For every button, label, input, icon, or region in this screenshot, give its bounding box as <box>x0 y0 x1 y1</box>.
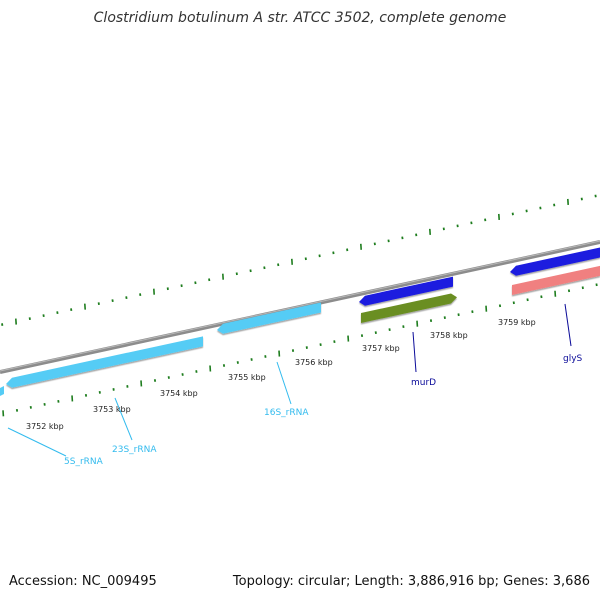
gene-label-glys: glyS <box>563 354 583 364</box>
rrna-5s-23s-feature <box>6 336 203 388</box>
murD-feature <box>359 276 453 306</box>
glyS-feature <box>512 265 600 295</box>
unlabeled-blue-gene-feature <box>510 247 600 276</box>
tick-label: 3756 kbp <box>295 358 333 367</box>
callout-line <box>7 427 67 457</box>
callout-line <box>276 361 292 405</box>
gene-label-5s_rrna: 5S_rRNA <box>64 457 104 467</box>
partial-feature-edge <box>0 386 4 396</box>
gene-label-16s_rrna: 16S_rRNA <box>264 408 309 418</box>
unlabeled-green-gene-feature <box>361 293 457 323</box>
callout-line <box>564 303 572 347</box>
rrna-16s-feature <box>217 302 321 334</box>
map-title: Clostridium botulinum A str. ATCC 3502, … <box>93 10 507 26</box>
gene-labels: 5S_rRNA 23S_rRNA 16S_rRNA murD glyS <box>64 354 583 467</box>
callout-line <box>412 331 417 373</box>
gene-label-murd: murD <box>411 378 436 388</box>
genome-backbone-highlight <box>0 240 600 372</box>
tick-label: 3757 kbp <box>362 344 400 353</box>
tick-label: 3753 kbp <box>93 405 131 414</box>
gene-label-23s_rrna: 23S_rRNA <box>112 445 157 455</box>
genome-backbone <box>0 240 600 374</box>
tick-label: 3752 kbp <box>26 422 64 431</box>
tick-label: 3755 kbp <box>228 373 266 382</box>
outer-tick-marks <box>1 194 597 326</box>
gene-features <box>0 247 600 396</box>
tick-label: 3754 kbp <box>160 389 198 398</box>
tick-label: 3758 kbp <box>430 331 468 340</box>
gene-callout-lines <box>7 303 572 457</box>
inner-tick-marks <box>2 283 598 417</box>
topology-text: Topology: circular; Length: 3,886,916 bp… <box>232 574 590 589</box>
callout-line <box>114 397 133 441</box>
accession-text: Accession: NC_009495 <box>9 574 157 589</box>
tick-labels: 3752 kbp 3753 kbp 3754 kbp 3755 kbp 3756 kbp… <box>26 318 536 431</box>
tick-label: 3759 kbp <box>498 318 536 327</box>
